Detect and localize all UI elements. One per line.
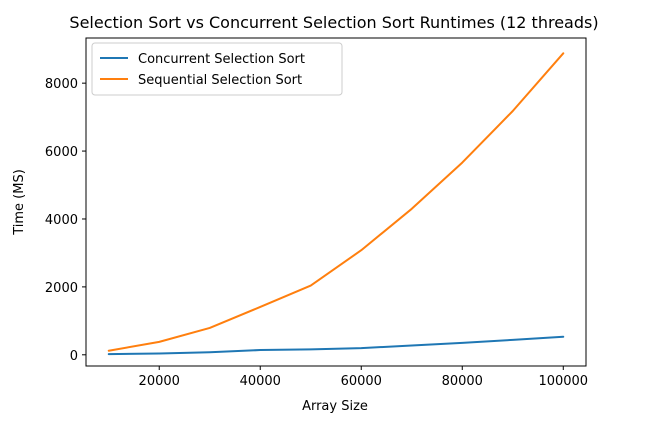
series-line-1 <box>107 335 565 356</box>
y-tick-label: 0 <box>70 349 78 364</box>
x-tick-label: 80000 <box>442 374 483 389</box>
axes-frame <box>85 37 587 367</box>
legend-box <box>91 42 343 96</box>
chart-title: Selection Sort vs Concurrent Selection S… <box>69 13 598 32</box>
y-tick-label: 2000 <box>45 281 78 296</box>
x-tick-label: 40000 <box>240 374 281 389</box>
y-tick-label: 4000 <box>45 213 78 228</box>
y-axis-label: Time (MS) <box>12 169 27 236</box>
x-tick-label: 100000 <box>538 374 588 389</box>
x-tick-label: 60000 <box>341 374 382 389</box>
legend-label-1: Concurrent Selection Sort <box>138 52 305 67</box>
legend: Concurrent Selection Sort Sequential Sele… <box>91 42 343 96</box>
y-tick-label: 8000 <box>45 77 78 92</box>
x-tick-label: 20000 <box>139 374 180 389</box>
legend-label-2: Sequential Selection Sort <box>138 73 302 88</box>
y-tick-label: 6000 <box>45 145 78 160</box>
x-axis-label: Array Size <box>302 399 368 414</box>
plot-area: 20000 40000 60000 80000 100000 0 2000 4000 6000 8… <box>45 37 588 389</box>
series-line-2 <box>107 52 565 352</box>
